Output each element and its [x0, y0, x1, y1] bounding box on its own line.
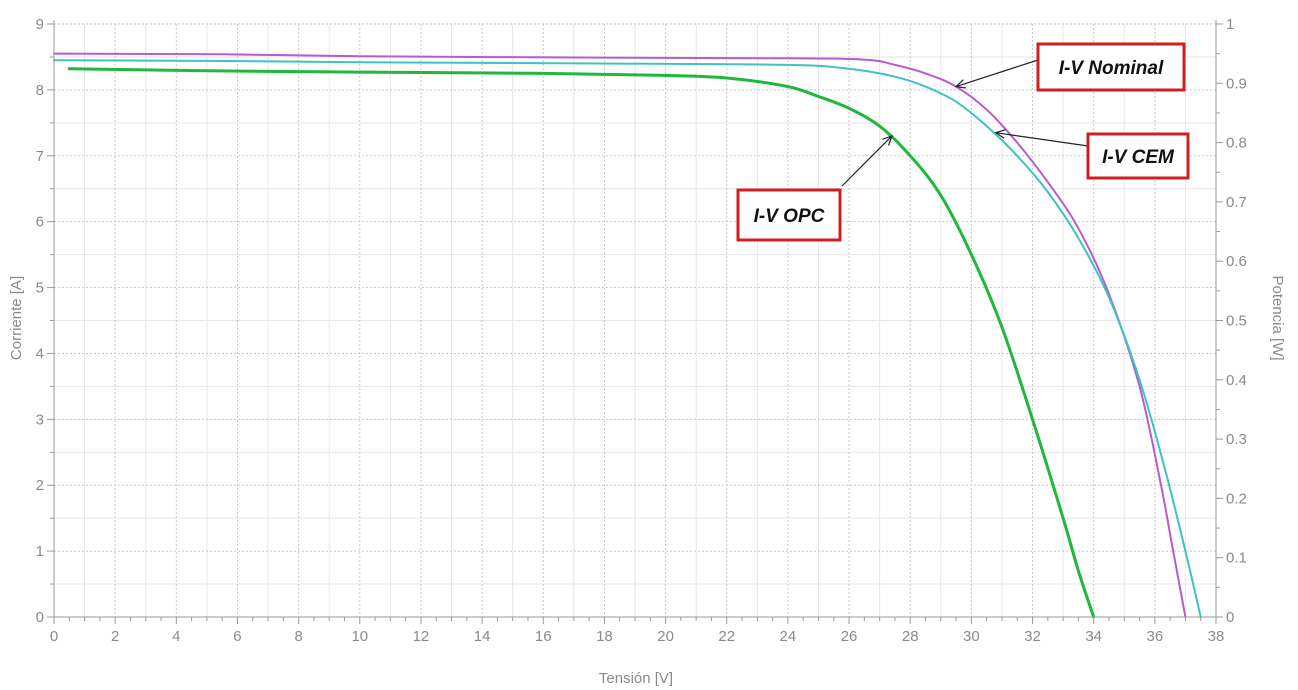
series-line-iv-opc [67, 67, 1096, 619]
y2-tick-label: 0.6 [1226, 253, 1247, 270]
x-tick-label: 18 [596, 628, 613, 645]
y-tick-label: 8 [36, 82, 44, 99]
callout-box [1036, 42, 1186, 92]
x-tick-label: 30 [963, 628, 980, 645]
callout-arrow-shaft [841, 135, 893, 187]
tick-labels: 0 2 4 6 8 10 12 14 16 18 20 22 24 26 28 30 32 34 36 3801234… [36, 16, 1247, 645]
callout-label: I-V OPC [754, 206, 825, 227]
x-tick-label: 20 [657, 628, 674, 645]
x-tick-label: 22 [718, 628, 735, 645]
y2-tick-label: 0.7 [1226, 194, 1247, 211]
x-tick-label: 6 [233, 628, 241, 645]
y-tick-label: 9 [36, 16, 44, 33]
callout-box [1086, 132, 1190, 180]
callout-arrow-head-icon [994, 129, 1006, 139]
y-tick-label: 0 [36, 609, 44, 626]
y2-tick-label: 1 [1226, 16, 1234, 33]
y2-tick-label: 0.1 [1226, 550, 1247, 567]
x-tick-label: 32 [1024, 628, 1041, 645]
y2-tick-label: 0.4 [1226, 372, 1247, 389]
y2-tick-label: 0.2 [1226, 490, 1247, 507]
y2-tick-label: 0.8 [1226, 135, 1247, 152]
series-line-iv-nominal [53, 52, 1187, 618]
y2-tick-label: 0.9 [1226, 75, 1247, 92]
x-axis-title: Tensión [V] [599, 670, 673, 687]
x-tick-label: 38 [1208, 628, 1225, 645]
y2-tick-label: 0 [1226, 609, 1234, 626]
y-tick-label: 4 [36, 345, 44, 362]
callout-arrow-head-icon [882, 135, 893, 146]
x-tick-label: 36 [1146, 628, 1163, 645]
x-tick-label: 34 [1085, 628, 1102, 645]
callout-layer: I-V Nominal I-V CEM I-V OPC [736, 42, 1190, 242]
y-tick-label: 6 [36, 214, 44, 231]
y-tick-label: 2 [36, 477, 44, 494]
series-line-iv-cem [53, 59, 1202, 618]
y-tick-label: 3 [36, 411, 44, 428]
y-axis-title: Corriente [A] [8, 276, 25, 360]
callout-arrow-shaft [955, 59, 1039, 88]
y2-axis-title: Potencia [W] [1269, 275, 1286, 360]
x-tick-label: 26 [841, 628, 858, 645]
major-gridlines [53, 23, 1217, 618]
callout-label: I-V Nominal [1059, 58, 1164, 79]
series-layer [53, 52, 1202, 619]
x-tick-label: 12 [413, 628, 430, 645]
x-tick-label: 24 [780, 628, 797, 645]
x-tick-label: 28 [902, 628, 919, 645]
callout-label: I-V CEM [1102, 147, 1175, 168]
x-tick-label: 4 [172, 628, 180, 645]
x-tick-label: 2 [111, 628, 119, 645]
callout-arrow-head-icon [954, 79, 967, 89]
y-tick-label: 7 [36, 148, 44, 165]
y2-tick-label: 0.3 [1226, 431, 1247, 448]
callout-cem: I-V CEM [994, 129, 1190, 180]
x-tick-label: 14 [474, 628, 491, 645]
callout-box [736, 188, 842, 242]
x-tick-label: 10 [351, 628, 368, 645]
x-tick-label: 16 [535, 628, 552, 645]
y-tick-label: 1 [36, 543, 44, 560]
x-tick-label: 8 [294, 628, 302, 645]
axes-layer [47, 20, 1223, 624]
callout-nominal: I-V Nominal [954, 42, 1186, 92]
callout-opc: I-V OPC [736, 135, 893, 242]
x-tick-label: 0 [50, 628, 58, 645]
callout-arrow-shaft [995, 132, 1089, 147]
y-tick-label: 5 [36, 280, 44, 297]
y2-tick-label: 0.5 [1226, 313, 1247, 330]
